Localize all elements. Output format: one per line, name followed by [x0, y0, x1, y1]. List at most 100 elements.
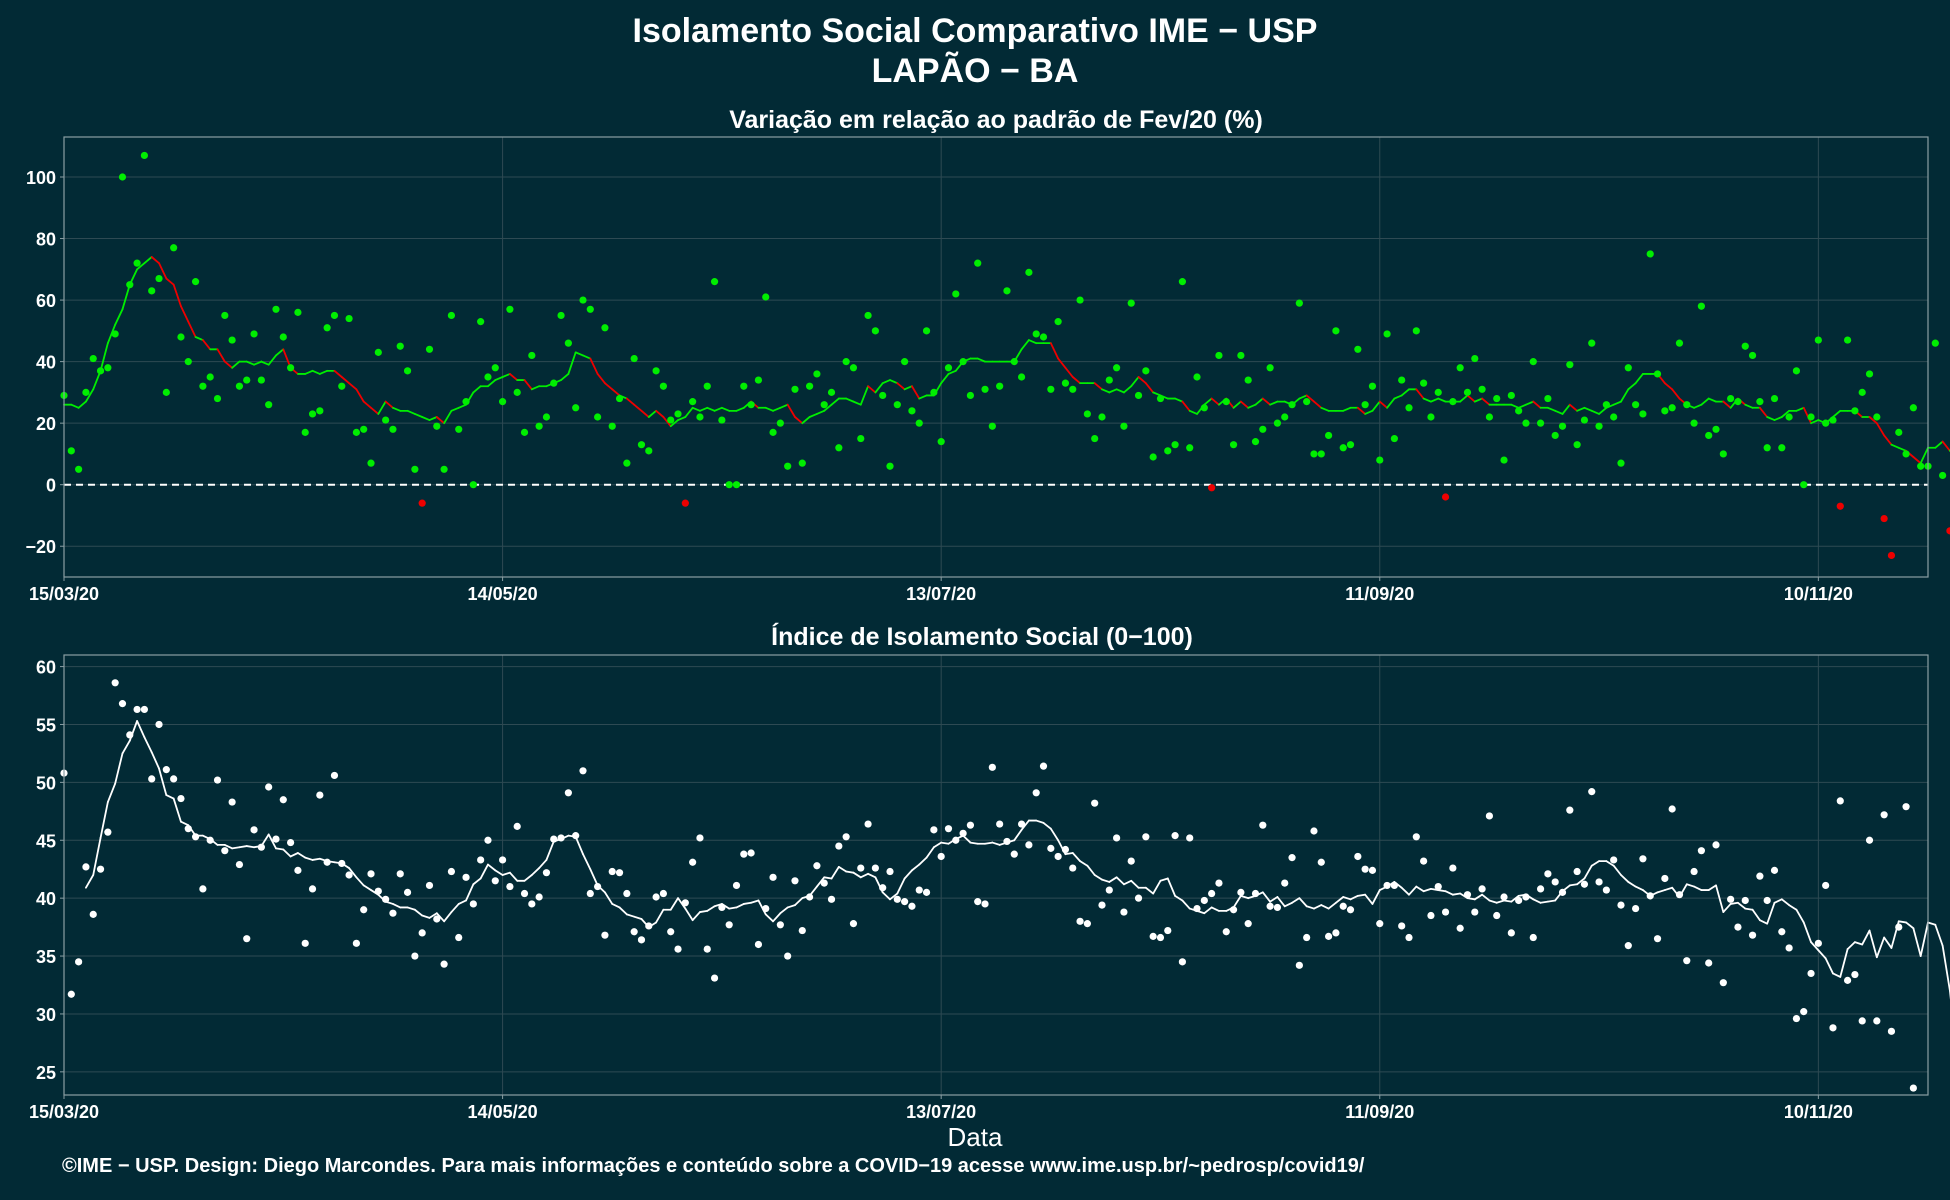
p2-line-segment [1071, 852, 1081, 863]
p2-line-segment [1269, 896, 1279, 903]
p2-data-point [1215, 879, 1223, 887]
p1-data-point [1580, 416, 1589, 424]
p2-data-point [1244, 920, 1252, 928]
p2-data-point [1047, 844, 1055, 852]
p2-line-segment [530, 867, 541, 876]
p2-line-segment [1934, 923, 1944, 947]
p1-data-point [659, 382, 668, 390]
p2-line-segment [1313, 904, 1323, 910]
p2-line-segment [896, 877, 906, 895]
p1-data-point [1259, 425, 1267, 433]
p2-data-point [1463, 891, 1472, 899]
p1-data-point [703, 382, 711, 390]
p2-data-point [1083, 920, 1091, 928]
p2-line-segment [1364, 893, 1374, 905]
p1-line-segment [1466, 394, 1476, 403]
p1-data-point [418, 499, 426, 507]
p2-data-point [1610, 856, 1618, 864]
p2-data-point [272, 835, 280, 843]
p2-data-point [1712, 841, 1720, 849]
p1-line-segment [77, 400, 87, 409]
p1-line-segment [1144, 382, 1155, 394]
p1-line-segment [1093, 382, 1103, 391]
p1-line-segment [1883, 434, 1893, 446]
p2-line-segment [823, 876, 833, 880]
footer-credits: ©IME − USP. Design: Diego Marcondes. Par… [62, 1155, 1365, 1177]
p2-data-point [1405, 933, 1413, 942]
p2-data-point [776, 921, 784, 929]
p1-data-point [228, 336, 236, 344]
p2-data-point [1134, 894, 1143, 902]
p1-line-segment [70, 403, 80, 409]
p2-data-point [235, 860, 244, 869]
p1-line-segment [816, 409, 826, 415]
p1-data-point [1164, 447, 1172, 455]
p2-data-point [338, 859, 346, 868]
p1-line-segment [158, 262, 168, 280]
p1-line-segment [1232, 400, 1242, 409]
p1-line-segment [1517, 403, 1527, 409]
p2-data-point [433, 915, 441, 923]
p2-data-point [1785, 944, 1793, 952]
p2-x-tick-label: 14/05/20 [468, 1102, 538, 1122]
p2-data-point [557, 834, 565, 842]
p2-data-point [1091, 799, 1099, 807]
p2-data-point [1398, 922, 1406, 930]
p1-data-point [1434, 388, 1442, 396]
p1-data-point [462, 398, 470, 406]
p1-data-point [330, 311, 339, 320]
p1-data-point [1288, 401, 1296, 409]
location-subtitle: LAPÃO − BA [871, 52, 1079, 90]
p2-data-point [1164, 926, 1172, 935]
p2-line-segment [1086, 864, 1096, 876]
p1-y-tick-label: −20 [25, 537, 56, 557]
p2-line-segment [1349, 894, 1359, 901]
p2-line-segment [1656, 889, 1666, 894]
p1-line-segment [1546, 406, 1557, 412]
p2-x-tick-label: 15/03/20 [29, 1102, 99, 1122]
p1-line-segment [1576, 406, 1586, 412]
p1-data-point [586, 305, 594, 313]
p1-data-point [776, 419, 784, 427]
p2-data-point [820, 879, 828, 887]
p2-data-point [550, 835, 558, 843]
p1-data-point [864, 311, 872, 320]
p2-line-segment [1422, 887, 1432, 893]
p1-data-point [75, 465, 83, 473]
p2-line-segment [1291, 897, 1301, 904]
p1-data-point [922, 327, 931, 335]
p1-line-segment [143, 256, 153, 265]
p1-data-point [104, 364, 112, 372]
p1-line-segment [508, 373, 519, 381]
p1-line-segment [443, 409, 453, 425]
p1-data-point [1734, 398, 1742, 406]
p1-line-segment [1415, 388, 1425, 400]
p2-data-point [140, 705, 149, 714]
p2-data-point [762, 904, 770, 913]
p2-data-point [1529, 933, 1537, 942]
p1-data-point [389, 425, 397, 433]
p1-data-point [1770, 394, 1779, 403]
p1-line-segment [684, 406, 694, 418]
p2-y-tick-label: 45 [36, 831, 56, 851]
p2-line-segment [121, 739, 131, 755]
p1-line-segment [1210, 397, 1220, 406]
p1-data-point [265, 401, 273, 409]
p1-data-point [1617, 459, 1625, 467]
p1-line-segment [1620, 388, 1630, 403]
p1-line-segment [377, 400, 387, 415]
p2-line-segment [348, 867, 358, 879]
p2-line-segment [772, 912, 782, 923]
p1-line-segment [1722, 400, 1732, 409]
p1-data-point [1902, 450, 1910, 458]
p1-data-point [498, 398, 507, 406]
p1-line-segment [406, 409, 416, 415]
p1-line-segment [1254, 397, 1264, 406]
p1-line-segment [267, 354, 277, 366]
p1-line-segment [223, 360, 234, 369]
p1-data-point [1010, 358, 1018, 366]
p1-data-point [1785, 413, 1793, 421]
p2-data-point [857, 864, 865, 872]
p1-line-segment [1115, 388, 1125, 394]
p2-line-segment [691, 911, 701, 922]
